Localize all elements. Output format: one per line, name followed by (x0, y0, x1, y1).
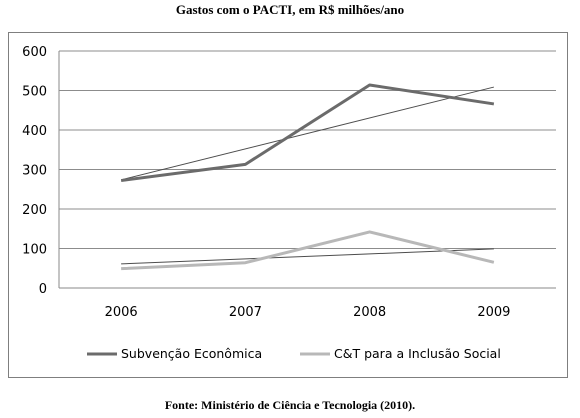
trendlines (121, 86, 494, 265)
trendline-1 (121, 86, 494, 181)
x-tick-label: 2007 (229, 305, 262, 320)
y-axis-ticks: 0 100 200 300 400 500 600 (22, 45, 47, 297)
x-axis-ticks: 2006 2007 2008 2009 (105, 305, 511, 320)
x-tick-label: 2009 (477, 305, 510, 320)
y-tick-label: 0 (39, 282, 47, 297)
legend-label-1: Subvenção Econômica (121, 346, 262, 361)
trendline-2 (121, 248, 494, 265)
series-lines (120, 83, 495, 271)
y-tick-label: 500 (22, 85, 47, 100)
y-tick-label: 200 (22, 203, 47, 218)
chart-title: Gastos com o PACTI, em R$ milhões/ano (175, 2, 405, 17)
legend: Subvenção Econômica C&T para a Inclusão S… (87, 346, 501, 361)
x-tick-label: 2006 (105, 305, 138, 320)
y-tick-label: 600 (22, 45, 47, 60)
chart-frame (8, 32, 568, 378)
series-line-1 (120, 83, 495, 183)
y-tick-label: 400 (22, 124, 47, 139)
y-tick-label: 300 (22, 164, 47, 179)
series-line-2 (121, 230, 495, 271)
x-tick-label: 2008 (353, 305, 386, 320)
source-note: Fonte: Ministério de Ciência e Tecnologi… (164, 398, 416, 412)
gridlines (58, 50, 556, 289)
legend-label-2: C&T para a Inclusão Social (334, 346, 501, 361)
y-tick-label: 100 (22, 243, 47, 258)
